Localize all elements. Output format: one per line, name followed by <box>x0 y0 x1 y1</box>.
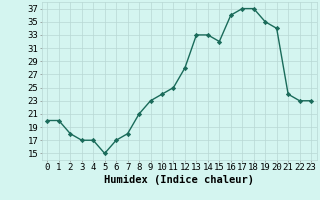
X-axis label: Humidex (Indice chaleur): Humidex (Indice chaleur) <box>104 175 254 185</box>
